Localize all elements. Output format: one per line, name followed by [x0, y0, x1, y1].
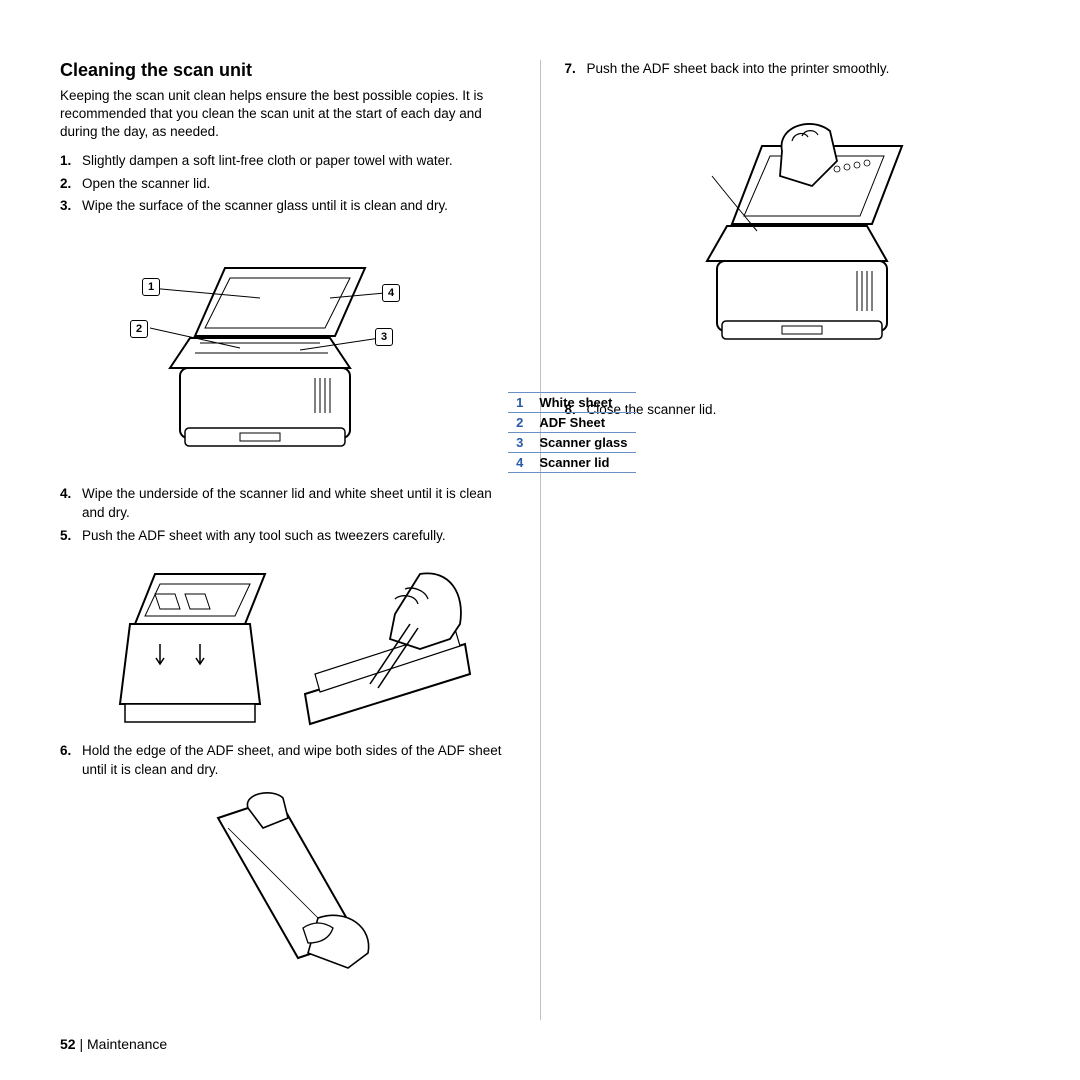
page-footer: 52 | Maintenance [60, 1036, 167, 1052]
step-text: Push the ADF sheet with any tool such as… [82, 527, 446, 546]
legend-index: 4 [508, 453, 531, 473]
callout-4: 4 [382, 284, 400, 302]
push-back-illustration [662, 91, 922, 381]
two-column-layout: Cleaning the scan unit Keeping the scan … [60, 60, 1020, 1020]
legend-row: 4 Scanner lid [508, 453, 635, 473]
step-text: Open the scanner lid. [82, 175, 210, 194]
adf-push-illustration-b [300, 554, 480, 734]
step-number: 3. [60, 197, 82, 216]
figure-push-back [662, 91, 922, 381]
step-number: 5. [60, 527, 82, 546]
step-number: 7. [565, 60, 587, 79]
page-number: 52 [60, 1036, 76, 1052]
step-number: 2. [60, 175, 82, 194]
step-text: Push the ADF sheet back into the printer… [587, 60, 890, 79]
legend-label: ADF Sheet [531, 413, 635, 433]
step-4: 4. Wipe the underside of the scanner lid… [60, 485, 516, 523]
step-text: Hold the edge of the ADF sheet, and wipe… [82, 742, 516, 780]
legend-row: 3 Scanner glass [508, 433, 635, 453]
step-2: 2. Open the scanner lid. [60, 175, 516, 194]
wipe-adf-illustration [188, 788, 388, 988]
footer-separator: | [79, 1036, 87, 1052]
printer-open-illustration [100, 228, 400, 468]
legend-index: 3 [508, 433, 531, 453]
section-title: Cleaning the scan unit [60, 60, 516, 81]
footer-section: Maintenance [87, 1036, 167, 1052]
legend-index: 1 [508, 393, 531, 413]
step-text: Slightly dampen a soft lint-free cloth o… [82, 152, 453, 171]
figure-scanner-open: 1 2 3 4 1 White sheet 2 ADF Sheet 3 Scan… [100, 228, 516, 473]
legend-label: Scanner lid [531, 453, 635, 473]
left-column: Cleaning the scan unit Keeping the scan … [60, 60, 540, 1020]
step-number: 1. [60, 152, 82, 171]
figure-wipe-adf [188, 788, 388, 988]
adf-push-illustration-a [100, 554, 280, 734]
right-column: 7. Push the ADF sheet back into the prin… [540, 60, 1021, 1020]
legend-index: 2 [508, 413, 531, 433]
steps-list-6: 6. Hold the edge of the ADF sheet, and w… [60, 742, 516, 780]
legend-label: White sheet [531, 393, 635, 413]
callout-2: 2 [130, 320, 148, 338]
intro-paragraph: Keeping the scan unit clean helps ensure… [60, 87, 516, 142]
legend-table: 1 White sheet 2 ADF Sheet 3 Scanner glas… [508, 392, 635, 473]
step-text: Wipe the underside of the scanner lid an… [82, 485, 516, 523]
callout-1: 1 [142, 278, 160, 296]
step-3: 3. Wipe the surface of the scanner glass… [60, 197, 516, 216]
steps-list-4to5: 4. Wipe the underside of the scanner lid… [60, 485, 516, 546]
legend-row: 2 ADF Sheet [508, 413, 635, 433]
step-7: 7. Push the ADF sheet back into the prin… [565, 60, 1021, 79]
step-5: 5. Push the ADF sheet with any tool such… [60, 527, 516, 546]
step-number: 6. [60, 742, 82, 780]
callout-3: 3 [375, 328, 393, 346]
step-number: 4. [60, 485, 82, 523]
step-6: 6. Hold the edge of the ADF sheet, and w… [60, 742, 516, 780]
legend-label: Scanner glass [531, 433, 635, 453]
steps-list-7: 7. Push the ADF sheet back into the prin… [565, 60, 1021, 79]
figure-adf-push [100, 554, 516, 734]
step-1: 1. Slightly dampen a soft lint-free clot… [60, 152, 516, 171]
steps-list-1to3: 1. Slightly dampen a soft lint-free clot… [60, 152, 516, 217]
legend-row: 1 White sheet [508, 393, 635, 413]
step-text: Wipe the surface of the scanner glass un… [82, 197, 448, 216]
